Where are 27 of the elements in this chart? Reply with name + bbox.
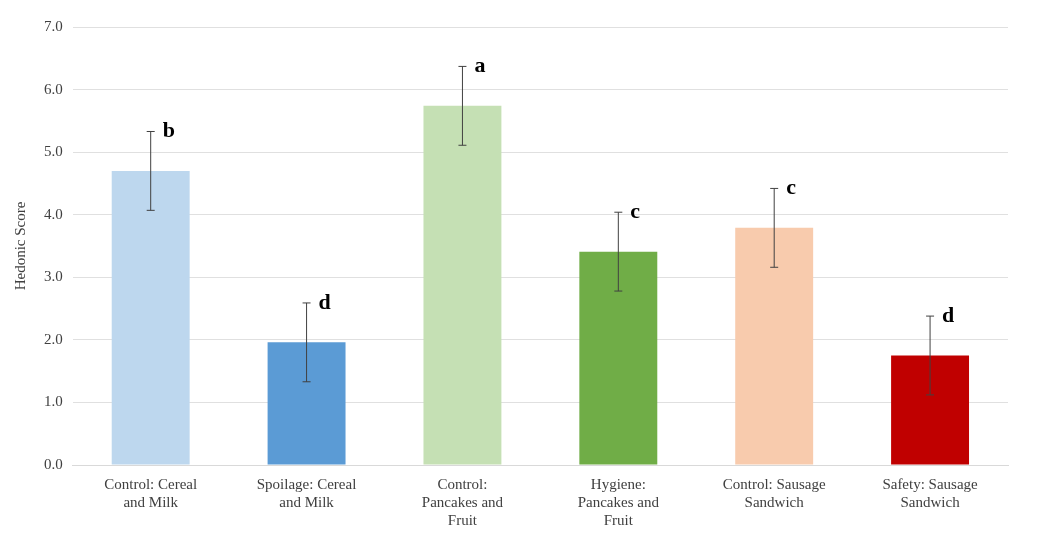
x-tick-label: Hygiene: Pancakes and Fruit bbox=[577, 475, 660, 528]
bar bbox=[735, 227, 814, 465]
annotation: b bbox=[162, 117, 175, 143]
annotation: d bbox=[942, 301, 955, 327]
y-axis-title: Hedonic Score bbox=[11, 201, 28, 291]
y-tick-label: 0.0 bbox=[44, 455, 63, 472]
y-tick-label: 4.0 bbox=[44, 205, 63, 222]
y-tick-label: 7.0 bbox=[44, 17, 63, 34]
y-tick-label: 3.0 bbox=[44, 268, 63, 285]
y-tick-label: 6.0 bbox=[44, 80, 63, 97]
x-tick-label: Control: Sausage Sandwich bbox=[722, 475, 826, 510]
x-tick-label: Control: Cereal and Milk bbox=[104, 475, 198, 510]
x-tick-label: Spoilage: Cereal and Milk bbox=[256, 475, 357, 510]
bar bbox=[267, 342, 346, 465]
bar bbox=[891, 355, 970, 465]
y-tick-label: 5.0 bbox=[44, 143, 63, 160]
x-tick-label: Safety: Sausage Sandwich bbox=[882, 475, 979, 510]
bar bbox=[423, 105, 502, 465]
bar bbox=[579, 251, 658, 465]
annotation: c bbox=[630, 197, 641, 223]
annotation: d bbox=[318, 288, 331, 314]
annotation: c bbox=[786, 174, 797, 200]
annotation: a bbox=[474, 52, 486, 78]
bar bbox=[111, 170, 190, 465]
y-tick-label: 1.0 bbox=[44, 393, 63, 410]
x-tick-label: Control: Pancakes and Fruit bbox=[421, 475, 504, 528]
y-tick-label: 2.0 bbox=[44, 330, 63, 347]
